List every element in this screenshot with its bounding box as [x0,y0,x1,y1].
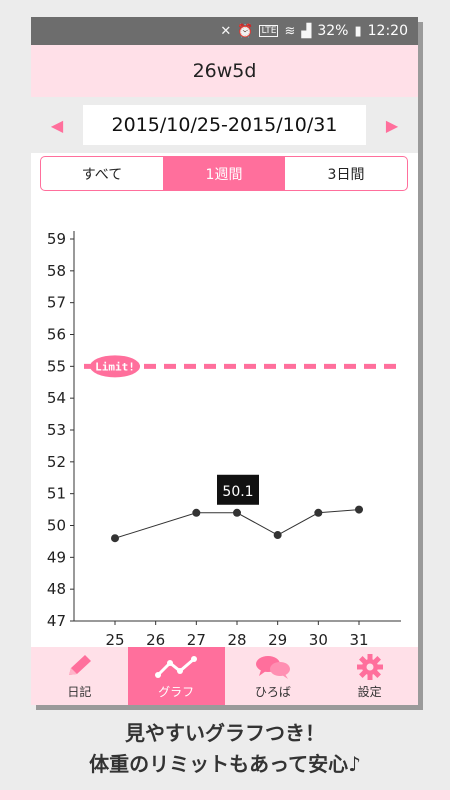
date-navigator: ◀ 2015/10/25-2015/10/31 ▶ [31,97,418,153]
nav-item-plaza[interactable]: ひろば [225,647,322,705]
data-point [111,534,119,542]
app-title-bar: 26w5d [31,45,418,97]
period-tabs: すべて 1週間 3日間 [40,156,408,191]
caption-line-1: 見やすいグラフつき！ [0,718,450,749]
x-tick-label: 27 [187,631,206,647]
nav-label-settings: 設定 [358,683,382,700]
battery-icon: ▮ [354,24,361,39]
pencil-icon [63,653,95,681]
y-tick-label: 54 [47,389,66,407]
nav-item-diary[interactable]: 日記 [31,647,128,705]
date-range-label: 2015/10/25-2015/10/31 [83,105,366,145]
wifi-icon: ≋ [284,24,295,39]
data-point [192,509,200,517]
promo-caption: 見やすいグラフつき！ 体重のリミットもあって安心♪ [0,718,450,780]
nav-item-settings[interactable]: 設定 [321,647,418,705]
nav-label-diary: 日記 [67,683,91,700]
value-tooltip-label: 50.1 [222,484,253,500]
y-tick-label: 48 [47,580,66,598]
bottom-nav: 日記 グラフ ひろば [31,647,418,705]
gear-icon [355,653,385,681]
x-tick-label: 25 [105,631,124,647]
x-tick-label: 29 [268,631,287,647]
phone-screen: ✕ ⏰ LTE ≋ ▟ 32% ▮ 12:20 26w5d ◀ 2015/10/… [31,17,418,705]
y-tick-label: 53 [47,421,66,439]
chat-bubbles-icon [253,653,293,681]
footer-band [0,790,450,800]
tab-1-week[interactable]: 1週間 [163,157,285,190]
mute-icon: ✕ [220,24,231,39]
y-tick-label: 47 [47,612,66,630]
prev-arrow-icon[interactable]: ◀ [31,97,83,153]
x-tick-label: 26 [146,631,165,647]
data-point [233,509,241,517]
data-point [355,506,363,514]
battery-percent: 32% [317,23,348,39]
x-tick-label: 28 [227,631,246,647]
status-bar: ✕ ⏰ LTE ≋ ▟ 32% ▮ 12:20 [31,17,418,45]
weight-chart: 47 48 49 50 51 52 53 54 55 56 57 58 59 25 26 27 28 29 30 31… [31,207,418,647]
limit-label: Limit! [95,360,135,373]
y-tick-label: 56 [47,326,66,344]
y-tick-label: 49 [47,548,66,566]
tab-all[interactable]: すべて [41,157,163,190]
volte-icon: LTE [259,25,278,37]
data-point [314,509,322,517]
y-tick-label: 57 [47,294,66,312]
y-tick-label: 50 [47,517,66,535]
nav-label-graph: グラフ [158,683,194,700]
x-tick-label: 31 [349,631,368,647]
nav-label-plaza: ひろば [255,683,291,700]
y-tick-label: 51 [47,485,66,503]
x-tick-label: 30 [309,631,328,647]
graph-icon [154,653,198,681]
next-arrow-icon[interactable]: ▶ [366,97,418,153]
y-tick-label: 58 [47,262,66,280]
alarm-icon: ⏰ [237,24,253,39]
signal-icon: ▟ [301,24,311,39]
tab-3-days[interactable]: 3日間 [285,157,407,190]
status-time: 12:20 [368,23,408,39]
data-point [274,531,282,539]
y-tick-label: 59 [47,230,66,248]
caption-line-2: 体重のリミットもあって安心♪ [0,749,450,780]
nav-item-graph[interactable]: グラフ [128,647,225,705]
y-tick-label: 52 [47,453,66,471]
page-title: 26w5d [193,60,257,82]
y-tick-label: 55 [47,357,66,375]
